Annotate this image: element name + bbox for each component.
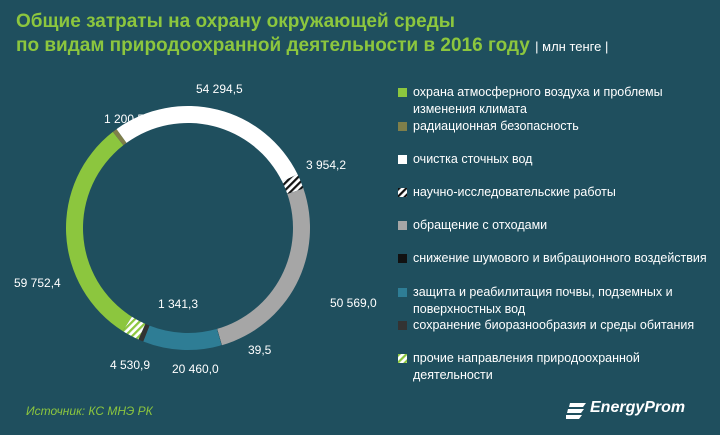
donut-slices [66,105,310,350]
legend-item-8: прочие направления природоохранной деяте… [398,350,713,384]
donut-slice-4 [217,188,310,346]
legend-label-4: обращение с отходами [413,218,548,232]
donut-slice-6 [143,325,222,350]
brand-name: EnergyProm [590,399,686,416]
donut-slice-2 [116,105,298,182]
value-label-1: 1 200,5 [104,112,145,126]
legend-item-6: защита и реабилитация почвы, подземных и… [398,284,713,318]
donut-slice-8 [122,316,146,340]
legend-swatch-3 [398,188,407,197]
chart-title: Общие затраты на охрану окружающей среды… [16,10,616,59]
legend-swatch-2 [398,155,407,164]
legend-swatch-4 [398,221,407,230]
title-line-1: Общие затраты на охрану окружающей среды [16,11,455,32]
legend-label-6: защита и реабилитация почвы, подземных и… [413,285,673,316]
legend-swatch-0 [398,88,407,97]
value-label-6: 20 460,0 [172,362,219,376]
source-note: Источник: КС МНЭ РК [26,404,153,418]
legend-label-8: прочие направления природоохранной деяте… [413,351,640,382]
legend-item-1: радиационная безопасность [398,118,713,135]
legend-label-3: научно-исследовательские работы [413,185,616,199]
legend-swatch-7 [398,321,407,330]
legend-item-3: научно-исследовательские работы [398,184,713,201]
legend-label-5: снижение шумового и вибрационного воздей… [413,251,707,265]
legend-item-7: сохранение биоразнообразия и среды обита… [398,317,713,334]
legend-label-1: радиационная безопасность [413,119,579,133]
value-label-2: 54 294,5 [196,82,243,96]
legend-label-0: охрана атмосферного воздуха и проблемы и… [413,85,663,116]
legend-swatch-6 [398,288,407,297]
value-label-4: 50 569,0 [330,296,377,310]
title-unit: | млн тенге | [535,39,609,54]
energyprom-logo-icon [566,403,586,419]
legend-swatch-8 [398,354,407,363]
legend-item-2: очистка сточных вод [398,151,713,168]
legend-item-5: снижение шумового и вибрационного воздей… [398,250,713,267]
donut-slice-1 [112,129,127,146]
value-label-7: 1 341,3 [158,297,199,311]
legend-label-7: сохранение биоразнообразия и среды обита… [413,318,695,332]
value-label-8: 4 530,9 [110,358,151,372]
legend-swatch-5 [398,254,407,263]
donut-slice-3 [282,174,304,194]
value-label-5: 39,5 [248,343,272,357]
legend-label-2: очистка сточных вод [413,152,533,166]
title-line-2-text: по видам природоохранной деятельности в … [16,35,530,56]
title-line-2: по видам природоохранной деятельности в … [16,34,616,59]
value-label-3: 3 954,2 [306,158,347,172]
value-label-0: 59 752,4 [14,276,61,290]
legend-item-0: охрана атмосферного воздуха и проблемы и… [398,84,713,118]
donut-slice-7 [138,323,150,342]
donut-slice-0 [66,131,132,332]
legend-item-4: обращение с отходами [398,217,713,234]
legend-swatch-1 [398,122,407,131]
